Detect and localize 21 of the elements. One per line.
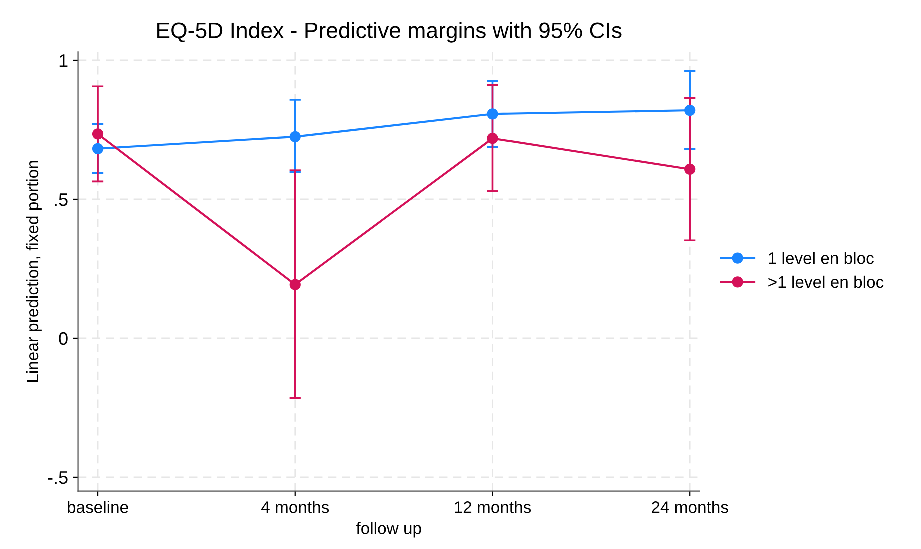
y-axis-title: Linear prediction, fixed portion bbox=[26, 161, 42, 382]
x-tick-label: baseline bbox=[68, 501, 128, 514]
point bbox=[92, 128, 104, 140]
x-axis-title: follow up bbox=[356, 522, 422, 538]
chart-title: EQ-5D Index - Predictive margins with 95% CIs bbox=[158, 22, 622, 43]
point bbox=[290, 131, 301, 142]
point bbox=[487, 108, 498, 120]
point bbox=[684, 164, 696, 176]
point bbox=[487, 133, 498, 144]
point bbox=[290, 279, 301, 290]
y-tick-label: 1 bbox=[60, 54, 68, 68]
x-tick-label: 12 months bbox=[455, 501, 532, 514]
y-tick-label: .5 bbox=[55, 194, 68, 206]
x-tick-label: 4 months bbox=[261, 501, 330, 514]
legend-label: >1 level en bloc bbox=[768, 276, 884, 288]
y-tick-label: 0 bbox=[59, 332, 68, 346]
legend-label: 1 level en bloc bbox=[769, 252, 874, 264]
point bbox=[684, 104, 696, 116]
point bbox=[92, 143, 104, 154]
x-tick-label: 24 months bbox=[652, 501, 728, 514]
y-tick-label: -.5 bbox=[48, 472, 68, 484]
